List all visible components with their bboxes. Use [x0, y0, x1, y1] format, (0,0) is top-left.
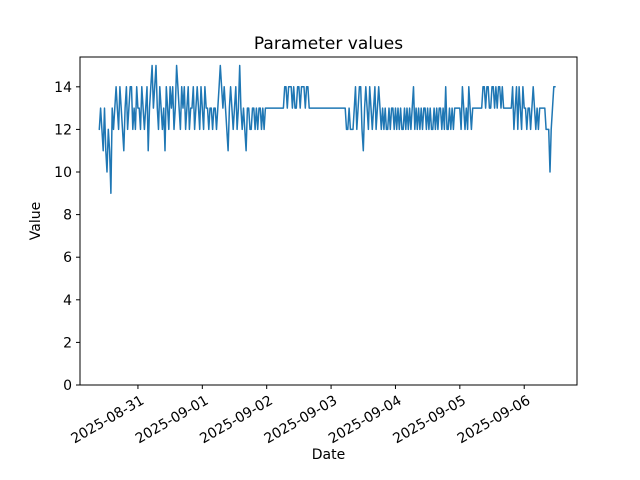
y-tick-label: 10: [54, 165, 72, 181]
y-tick-label: 14: [54, 80, 72, 96]
x-axis-label: Date: [311, 447, 346, 463]
y-tick-label: 12: [54, 122, 72, 138]
y-tick-label: 4: [63, 293, 72, 309]
y-tick-label: 0: [63, 378, 72, 394]
chart-title: Parameter values: [253, 34, 404, 54]
x-tick-label: 2025-09-06: [455, 393, 534, 448]
y-tick-label: 6: [63, 250, 72, 266]
y-tick-label: 8: [63, 208, 72, 224]
data-line: [98, 64, 556, 195]
y-tick-label: 2: [63, 335, 72, 351]
y-axis-label: Value: [28, 201, 44, 241]
axes-frame: [79, 56, 578, 386]
